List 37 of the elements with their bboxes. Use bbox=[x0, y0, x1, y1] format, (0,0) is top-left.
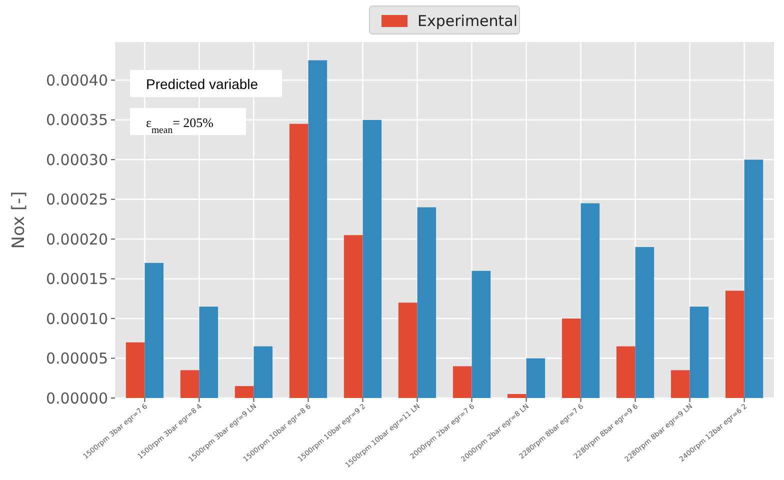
legend-label: Experimental bbox=[418, 12, 518, 30]
bar bbox=[635, 247, 654, 398]
y-tick-label: 0.00005 bbox=[46, 350, 108, 368]
bar bbox=[180, 370, 200, 398]
bar bbox=[144, 262, 164, 398]
bar bbox=[690, 306, 709, 398]
bar bbox=[526, 358, 546, 398]
annotation: ε$_{mean}$= 205% bbox=[146, 115, 214, 136]
bar bbox=[562, 318, 581, 398]
bar bbox=[670, 370, 690, 398]
y-tick-label: 0.00030 bbox=[46, 150, 108, 169]
bar bbox=[234, 386, 254, 398]
annotation: Predicted variable bbox=[146, 76, 258, 92]
bar bbox=[472, 270, 491, 398]
bar bbox=[199, 306, 218, 398]
bar bbox=[744, 160, 764, 398]
y-tick-label: 0.00000 bbox=[46, 389, 108, 408]
bar bbox=[452, 366, 472, 398]
bar bbox=[362, 120, 382, 398]
y-tick-label: 0.00040 bbox=[46, 71, 108, 90]
bar bbox=[289, 124, 308, 398]
bar bbox=[616, 346, 636, 398]
bar bbox=[417, 207, 436, 398]
bar bbox=[254, 346, 273, 398]
y-tick-label: 0.00035 bbox=[46, 111, 108, 130]
bar bbox=[126, 342, 145, 398]
y-tick-label: 0.00010 bbox=[46, 310, 108, 328]
y-tick-label: 0.00015 bbox=[46, 270, 108, 288]
y-tick-label: 0.00020 bbox=[46, 230, 108, 248]
bar bbox=[398, 302, 418, 398]
bar bbox=[725, 290, 744, 398]
y-axis-title: Nox [-] bbox=[9, 191, 29, 249]
bar bbox=[580, 203, 600, 398]
y-tick-label: 0.00025 bbox=[46, 190, 108, 209]
bar bbox=[308, 60, 328, 398]
bar bbox=[344, 235, 363, 398]
bar bbox=[507, 394, 526, 398]
